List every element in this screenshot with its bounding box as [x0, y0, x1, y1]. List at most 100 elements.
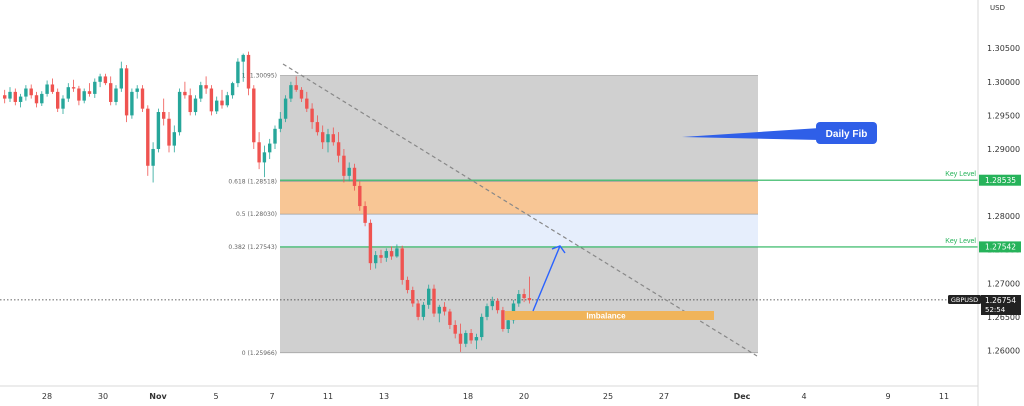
candle [40, 91, 44, 106]
price-tick-label: 1.26000 [987, 346, 1020, 355]
candle [50, 78, 55, 94]
candle [315, 115, 320, 136]
price-tick-label: 1.26500 [987, 313, 1020, 322]
candle [177, 88, 182, 136]
candle [34, 91, 39, 108]
imbalance-label: Imbalance [586, 312, 626, 321]
candle [384, 248, 388, 262]
candle [416, 300, 420, 321]
candle [29, 84, 33, 99]
candle [490, 296, 494, 311]
candle [146, 105, 150, 176]
candle [283, 95, 288, 123]
key-levels[interactable]: Key Level Key Level [280, 171, 978, 248]
time-tick-label: 11 [323, 392, 333, 401]
last-price-label: 1.26754 [985, 296, 1016, 305]
candle [257, 132, 261, 170]
candle [495, 298, 500, 314]
candle [411, 286, 415, 307]
candle [501, 306, 505, 332]
candle [209, 85, 214, 116]
candle [400, 245, 404, 285]
candle [124, 65, 129, 123]
candle [342, 148, 346, 183]
candle [77, 85, 81, 106]
candle [278, 112, 282, 133]
candle [109, 76, 113, 106]
candle [220, 89, 224, 109]
candle [273, 125, 277, 149]
candle [310, 103, 314, 129]
countdown-label: 52:54 [985, 306, 1006, 314]
candle [405, 276, 410, 294]
price-tick-label: 1.30000 [987, 78, 1020, 87]
candle [294, 76, 298, 92]
candle [18, 93, 23, 108]
price-tick-label: 1.28000 [987, 212, 1020, 221]
candle [331, 127, 335, 146]
fib-golden-zone [280, 181, 758, 215]
candle [453, 320, 457, 339]
candle [24, 85, 28, 101]
candle [167, 112, 171, 153]
time-axis[interactable]: 28 30 Nov 5 7 11 13 18 20 25 27 Dec 4 9 11 [0, 385, 978, 401]
candle [162, 98, 166, 126]
time-tick-label: 11 [939, 392, 949, 401]
time-tick-label: 30 [98, 392, 108, 401]
price-tick-label: 1.29000 [987, 145, 1020, 154]
candle [262, 145, 267, 178]
projection-arrow[interactable] [532, 245, 566, 312]
candle [326, 128, 330, 153]
daily-fib-label: Daily Fib [826, 129, 868, 140]
fib-mid-zone [280, 214, 758, 247]
candle [241, 53, 245, 82]
key-level-price: 1.28535 [985, 176, 1016, 185]
candle [236, 58, 240, 88]
price-axis[interactable]: USD 1.305001.300001.295001.290001.285001… [948, 0, 1024, 406]
fib-level-label: 0.382 (1.27543) [228, 244, 277, 251]
fib-level-label: 1 (1.30095) [242, 72, 277, 79]
imbalance-box[interactable] [505, 311, 714, 320]
candle [246, 51, 251, 96]
price-tick-label: 1.29500 [987, 111, 1020, 120]
candle [193, 95, 198, 116]
time-tick-label: 20 [519, 392, 529, 401]
candles [3, 51, 532, 352]
candle [458, 323, 463, 352]
candle [156, 108, 161, 153]
key-level-price-tag [979, 174, 1021, 186]
candle [130, 88, 134, 119]
candle [93, 78, 97, 98]
candle [485, 303, 489, 321]
trend-line[interactable] [282, 63, 758, 357]
currency-label: USD [990, 4, 1005, 12]
price-tick-label: 1.30500 [987, 44, 1020, 53]
candle [474, 333, 479, 350]
candle [506, 318, 510, 334]
candle [421, 302, 426, 321]
key-level-price-tag [979, 241, 1021, 253]
candle [103, 73, 108, 86]
time-tick-label: 27 [659, 392, 669, 401]
candle [71, 79, 76, 92]
candle [469, 328, 473, 344]
time-tick-label: 18 [463, 392, 473, 401]
candle [204, 76, 208, 94]
candle [395, 244, 399, 258]
candle [336, 132, 341, 163]
candle [230, 81, 235, 99]
candle [363, 201, 367, 227]
candle [3, 89, 7, 104]
candle [432, 284, 436, 317]
candle [368, 219, 373, 270]
candle [437, 304, 441, 323]
candle [299, 87, 304, 102]
candle [268, 138, 272, 160]
daily-fib-callout[interactable]: Daily Fib [682, 122, 877, 144]
candle [379, 249, 383, 264]
key-level-label: Key Level [945, 238, 976, 245]
candle [172, 125, 176, 153]
candle [66, 83, 70, 102]
candle [305, 91, 309, 113]
